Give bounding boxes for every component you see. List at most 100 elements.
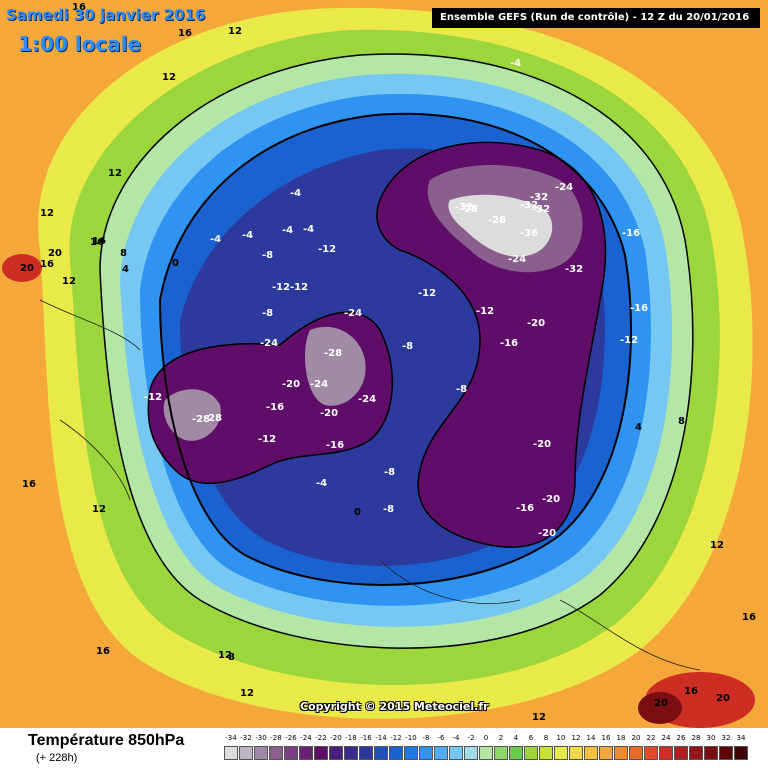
legend-swatch	[554, 746, 568, 760]
chart-date: Samedi 30 janvier 2016	[6, 6, 206, 24]
legend-swatch	[464, 746, 478, 760]
isotherm-label: 8	[678, 416, 685, 427]
isotherm-label: -32	[520, 200, 538, 211]
isotherm-label: -16	[326, 440, 344, 451]
isotherm-label: -4	[282, 225, 293, 236]
isotherm-label: 16	[742, 612, 756, 623]
isotherm-label: -20	[533, 439, 551, 450]
isotherm-label: -20	[542, 494, 560, 505]
isotherm-label: 4	[635, 422, 642, 433]
legend-swatch	[269, 746, 283, 760]
isotherm-label: -24	[344, 308, 362, 319]
isotherm-label: -16	[516, 503, 534, 514]
legend-swatch	[689, 746, 703, 760]
isotherm-label: -12	[272, 282, 290, 293]
isotherm-label: -8	[384, 467, 395, 478]
legend-tick: -18	[345, 734, 357, 742]
legend-tick: -22	[315, 734, 327, 742]
isotherm-label: -32	[530, 192, 548, 203]
legend-tick: -4	[452, 734, 460, 742]
legend-tick: -16	[360, 734, 372, 742]
legend-swatch	[659, 746, 673, 760]
legend-swatch	[494, 746, 508, 760]
legend-tick: -2	[467, 734, 475, 742]
legend-tick: 18	[616, 734, 626, 742]
isotherm-label: 0	[172, 258, 179, 269]
isotherm-label: -12	[476, 306, 494, 317]
copyright: Copyright © 2015 Meteociel.fr	[300, 700, 489, 713]
contour-minus20-west	[147, 311, 394, 485]
isotherm-label: -4	[303, 224, 314, 235]
isotherm-label: -32	[455, 202, 473, 213]
legend-swatch	[629, 746, 643, 760]
legend-swatch	[224, 746, 238, 760]
isotherm-label: -28	[192, 414, 210, 425]
coastlines	[39, 299, 701, 671]
isotherm-label: 16	[22, 479, 36, 490]
contour-minus12	[158, 112, 632, 586]
isotherm-label: -28	[488, 215, 506, 226]
legend-swatch	[449, 746, 463, 760]
isotherm-label: 16	[96, 646, 110, 657]
isotherm-label: 20	[654, 698, 668, 709]
legend-swatch	[389, 746, 403, 760]
isotherm-label: 12	[532, 712, 546, 723]
isotherm-label: 16	[92, 236, 106, 247]
legend-swatch	[404, 746, 418, 760]
isotherm-label: -4	[210, 234, 221, 245]
legend-tick: 10	[556, 734, 566, 742]
warm-spot-west	[2, 254, 42, 282]
legend-swatch	[344, 746, 358, 760]
legend-swatch	[539, 746, 553, 760]
legend-tick: 26	[676, 734, 686, 742]
isotherm-label: -8	[456, 384, 467, 395]
legend-swatch	[719, 746, 733, 760]
legend-swatch	[299, 746, 313, 760]
isotherm-label: -20	[320, 408, 338, 419]
legend-tick: -34	[225, 734, 237, 742]
cold-core-canada-west	[163, 389, 221, 441]
legend-tick: 2	[498, 734, 504, 742]
legend-swatch	[509, 746, 523, 760]
isotherm-label: -8	[383, 504, 394, 515]
legend-swatch	[584, 746, 598, 760]
isotherm-label: -12	[258, 434, 276, 445]
isotherm-label: -16	[630, 303, 648, 314]
isotherm-label: -12	[418, 288, 436, 299]
isotherm-label: -16	[622, 228, 640, 239]
isotherm-label: -28	[204, 413, 222, 424]
legend-swatch	[524, 746, 538, 760]
isotherm-label: -4	[510, 58, 521, 69]
legend-tick: 8	[543, 734, 549, 742]
chart-local-time: 1:00 locale	[18, 32, 142, 56]
isotherm-label: 20	[716, 693, 730, 704]
legend-tick: -30	[255, 734, 267, 742]
cold-peak-siberia	[448, 194, 553, 257]
legend-tick: 0	[483, 734, 489, 742]
isotherm-label: 16	[684, 686, 698, 697]
legend-swatch	[314, 746, 328, 760]
isotherm-label: 12	[710, 540, 724, 551]
isotherm-label: -36	[520, 228, 538, 239]
isotherm-label: -28	[460, 204, 478, 215]
isotherm-label: 12	[228, 26, 242, 37]
legend-swatch	[734, 746, 748, 760]
legend-tick: 4	[513, 734, 519, 742]
legend-tick: -28	[270, 734, 282, 742]
isotherm-label: -8	[262, 308, 273, 319]
isotherm-label: 8	[120, 248, 127, 259]
legend-swatch	[434, 746, 448, 760]
isotherm-label: 12	[40, 208, 54, 219]
legend-swatch	[674, 746, 688, 760]
isotherm-label: -24	[260, 338, 278, 349]
legend-tick: 16	[601, 734, 611, 742]
isotherm-label: -12	[620, 335, 638, 346]
legend-swatch	[284, 746, 298, 760]
isotherm-label: 16	[72, 2, 86, 13]
isotherm-label: -20	[527, 318, 545, 329]
cold-core-canada-east	[305, 326, 366, 406]
isotherm-label: 12	[218, 650, 232, 661]
legend-swatch	[614, 746, 628, 760]
isotherm-label: -12	[290, 282, 308, 293]
legend-swatch	[374, 746, 388, 760]
